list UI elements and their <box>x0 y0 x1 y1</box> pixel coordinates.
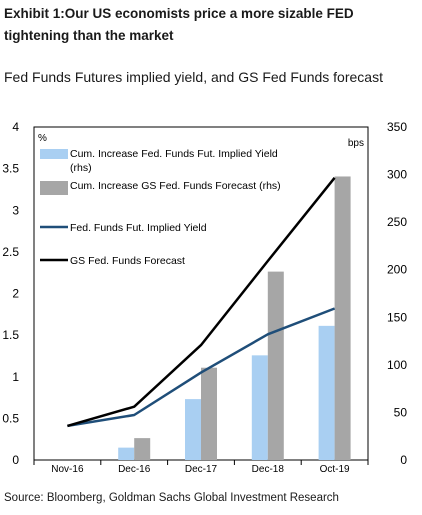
bar-futures-increase-dec-16 <box>118 447 135 460</box>
left-tick-label: 2 <box>12 287 19 301</box>
line-fed-funds-futures-yield <box>67 307 336 428</box>
left-tick-label: 1.5 <box>2 328 19 342</box>
right-tick-label: 250 <box>387 215 407 229</box>
right-tick-label: 50 <box>394 405 408 419</box>
legend-label: Cum. Increase GS Fed. Funds Forecast (rh… <box>70 180 281 192</box>
line-gs-fed-funds-forecast <box>67 177 336 428</box>
bar-futures-increase-dec-17 <box>185 399 201 460</box>
legend-swatch <box>40 149 68 159</box>
x-tick-label: Oct-19 <box>320 464 350 475</box>
legend-swatch <box>40 181 68 195</box>
legend: Cum. Increase Fed. Funds Fut. Implied Yi… <box>40 148 281 267</box>
x-tick-label: Dec-18 <box>252 464 285 475</box>
left-axis-ticks: 0 0.5 1 1.5 2 2.5 3 3.5 4 <box>2 120 19 467</box>
x-tick-label: Dec-16 <box>118 464 151 475</box>
legend-label: GS Fed. Funds Forecast <box>70 255 185 267</box>
x-axis-ticks: Nov-16 Dec-16 Dec-17 Dec-18 Oct-19 <box>33 460 369 475</box>
left-tick-label: 3.5 <box>2 162 19 176</box>
left-tick-label: 1 <box>12 370 19 384</box>
right-tick-label: 150 <box>387 310 407 324</box>
chart-subtitle: Fed Funds Futures implied yield, and GS … <box>4 69 383 85</box>
chart-area: 00.511.522.533.54 050100150200250300350 … <box>2 120 407 475</box>
bar-gs-forecast-increase-dec-17 <box>201 367 217 460</box>
right-tick-label: 300 <box>387 168 407 182</box>
right-tick-label: 0 <box>400 453 407 467</box>
left-tick-label: 3 <box>12 203 19 217</box>
left-tick-label: 2.5 <box>2 245 19 259</box>
right-axis-ticks: 0 50 100 150 200 250 300 350 <box>387 120 407 467</box>
left-tick-label: 0 <box>12 453 19 467</box>
right-tick-label: 200 <box>387 263 407 277</box>
x-tick-label: Nov-16 <box>51 464 84 475</box>
bar-gs-forecast-increase-oct-19 <box>334 176 351 460</box>
bar-futures-increase-oct-19 <box>318 325 335 460</box>
left-tick-label: 0.5 <box>2 411 19 425</box>
exhibit-title: Exhibit 1:Our US economists price a more… <box>4 6 354 43</box>
bar-futures-increase-dec-18 <box>251 355 268 460</box>
legend-label: Fed. Funds Fut. Implied Yield <box>70 222 207 234</box>
right-tick-label: 100 <box>387 358 407 372</box>
x-tick-label: Dec-17 <box>185 464 218 475</box>
bar-gs-forecast-increase-dec-16 <box>134 438 151 460</box>
right-tick-label: 350 <box>387 120 407 134</box>
left-tick-label: 4 <box>12 120 19 134</box>
right-axis-unit: bps <box>348 138 364 149</box>
source-note: Source: Bloomberg, Goldman Sachs Global … <box>4 492 339 504</box>
left-axis-unit: % <box>38 133 47 144</box>
bar-gs-forecast-increase-dec-18 <box>267 271 284 460</box>
plot-marks <box>67 176 351 460</box>
legend-label: Cum. Increase Fed. Funds Fut. Implied Yi… <box>70 148 278 174</box>
